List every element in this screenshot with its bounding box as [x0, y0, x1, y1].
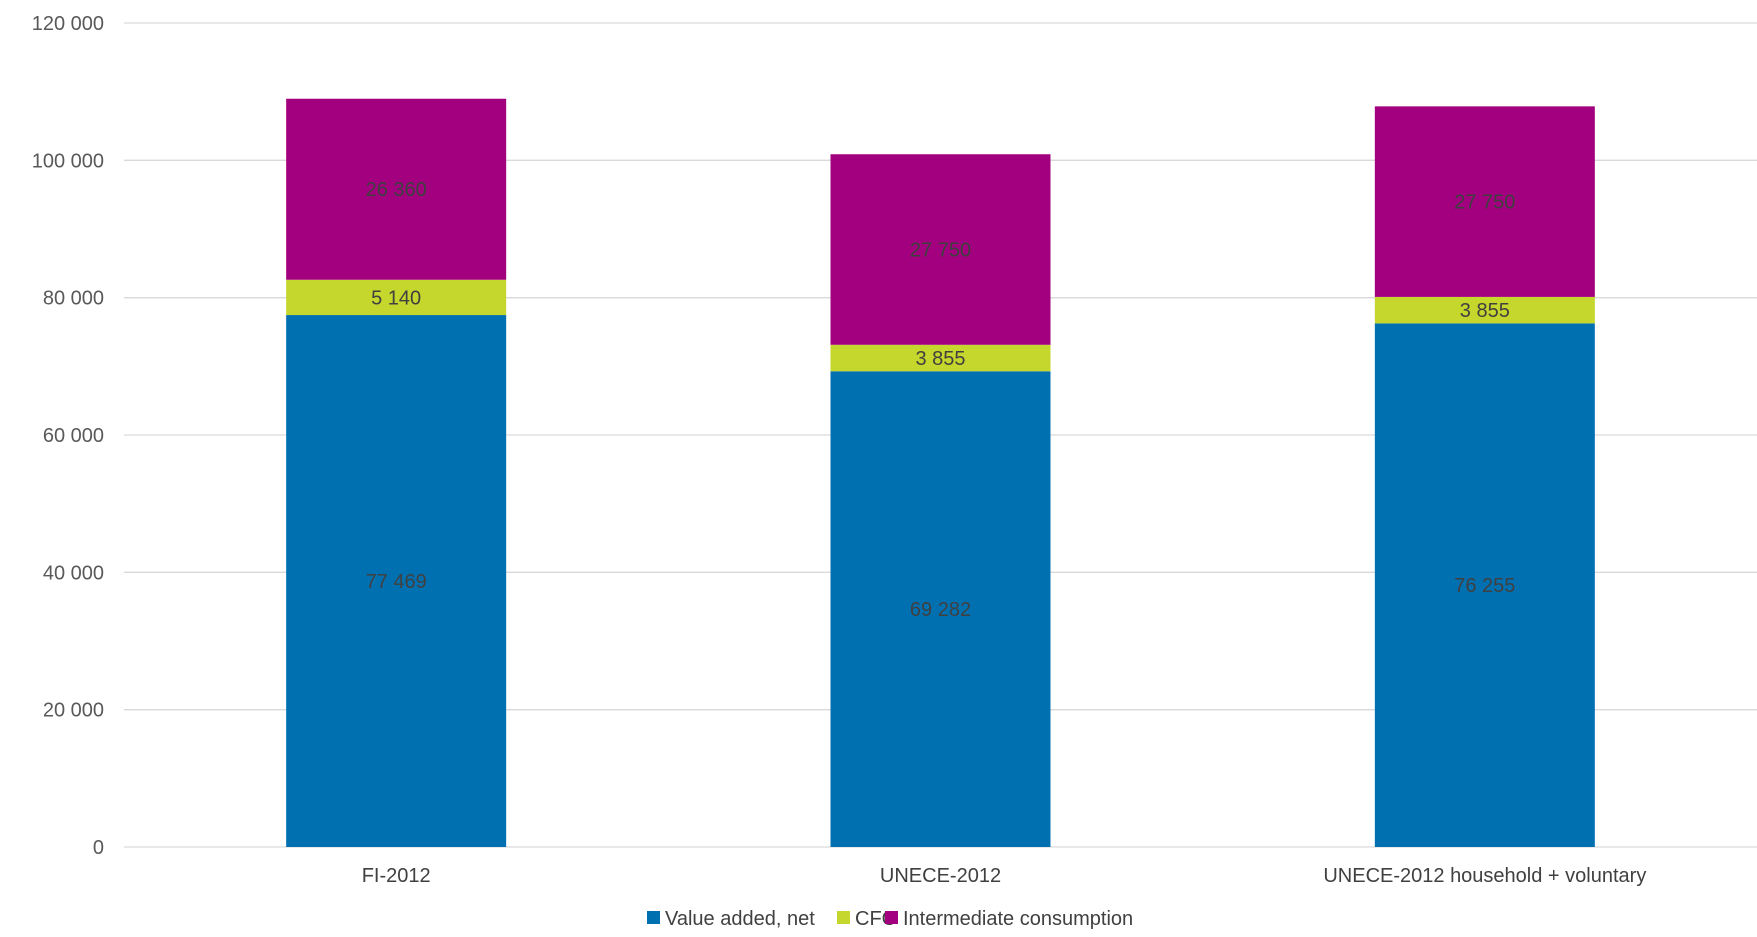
legend-swatch: [885, 911, 898, 924]
y-tick-label: 100 000: [32, 150, 104, 172]
bar-segment: [830, 371, 1051, 847]
bar-segment: [286, 315, 507, 847]
bar-segment: [830, 344, 1051, 372]
x-category-label: FI-2012: [362, 865, 431, 887]
bars: [286, 98, 1595, 847]
data-label: 5 140: [371, 287, 421, 309]
data-label: 27 750: [1454, 192, 1515, 214]
data-labels: 77 469 5 140 26 360 69 282 3 855 27 750 76 255…: [366, 179, 1516, 621]
y-tick-label: 40 000: [43, 562, 104, 584]
y-tick-label: 120 000: [32, 13, 104, 35]
x-category-label: UNECE-2012: [880, 865, 1001, 887]
legend-label: Value added, net: [665, 908, 815, 930]
y-tick-label: 80 000: [43, 288, 104, 310]
legend-label: Intermediate consumption: [903, 908, 1133, 930]
bar-segment: [1374, 106, 1595, 297]
data-label: 77 469: [366, 571, 427, 593]
legend-swatch: [837, 911, 850, 924]
bar-segment: [1374, 296, 1595, 324]
data-label: 3 855: [915, 348, 965, 370]
bar-segment: [1374, 323, 1595, 847]
data-label: 69 282: [910, 599, 971, 621]
legend-swatch: [647, 911, 660, 924]
y-tick-label: 20 000: [43, 700, 104, 722]
y-tick-label: 60 000: [43, 425, 104, 447]
legend: Value added, net CFC Intermediate consumpt…: [647, 908, 1133, 930]
data-label: 27 750: [910, 240, 971, 262]
data-label: 76 255: [1454, 575, 1515, 597]
bar-segment: [830, 154, 1051, 345]
x-category-label: UNECE-2012 household + voluntary: [1323, 865, 1646, 887]
data-label: 26 360: [366, 179, 427, 201]
bar-segment: [286, 98, 507, 280]
x-axis-category-labels: FI-2012 UNECE-2012 UNECE-2012 household + …: [362, 865, 1647, 887]
y-tick-label: 0: [93, 837, 104, 859]
bar-segment: [286, 279, 507, 316]
data-label: 3 855: [1460, 300, 1510, 322]
y-axis-tick-labels: 0 20 000 40 000 60 000 80 000 100 000 120 000: [32, 13, 104, 859]
